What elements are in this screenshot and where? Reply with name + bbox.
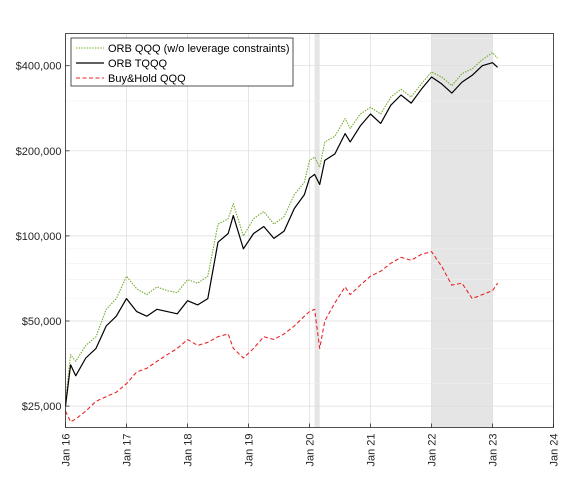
y-tick-label: $100,000 (16, 231, 62, 243)
legend-label-3: Buy&Hold QQQ (108, 73, 186, 85)
y-tick-label: $50,000 (22, 316, 62, 328)
y-tick-label: $200,000 (16, 146, 62, 158)
legend-label-2: ORB TQQQ (108, 58, 168, 70)
legend: ORB QQQ (w/o leverage constraints) ORB TQ… (70, 37, 294, 87)
y-tick-label: $25,000 (22, 401, 62, 413)
shaded-period-2 (431, 33, 493, 428)
x-tick-label: Jan 21 (366, 434, 378, 467)
x-tick-label: Jan 18 (183, 434, 195, 467)
series-line-2 (64, 62, 499, 407)
x-tick-label: Jan 22 (427, 434, 439, 467)
y-axis: $25,000 $50,000 $100,000 $200,000 $400,000 (16, 61, 70, 413)
x-tick-label: Jan 17 (122, 434, 134, 467)
shaded-periods (314, 33, 493, 428)
x-tick-label: Jan 16 (61, 434, 73, 467)
x-tick-label: Jan 24 (549, 434, 561, 467)
series-lines (64, 52, 499, 423)
legend-box (70, 37, 294, 87)
shaded-period-1 (314, 33, 320, 428)
x-tick-label: Jan 20 (305, 434, 317, 467)
x-axis: Jan 16 Jan 17 Jan 18 Jan 19 Jan 20 Jan 21 Jan … (61, 423, 561, 467)
legend-label-1: ORB QQQ (w/o leverage constraints) (108, 43, 290, 55)
x-tick-label: Jan 23 (488, 434, 500, 467)
series-line-3 (65, 251, 499, 423)
x-tick-label: Jan 19 (244, 434, 256, 467)
y-tick-label: $400,000 (16, 61, 62, 73)
